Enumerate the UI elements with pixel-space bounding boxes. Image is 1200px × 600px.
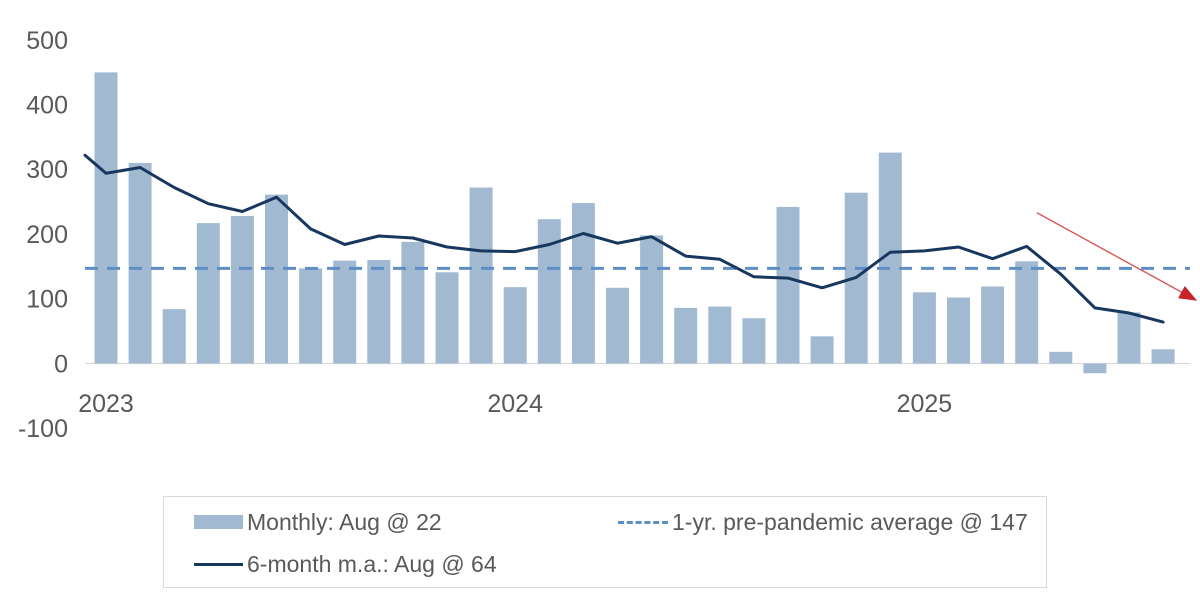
y-axis-tick-label: 0 — [54, 350, 68, 378]
bar — [571, 203, 595, 364]
bar-swatch-icon — [194, 515, 243, 529]
bar — [1151, 349, 1175, 364]
bar — [776, 206, 800, 364]
bar — [196, 223, 220, 364]
bar — [981, 286, 1005, 364]
bar — [401, 241, 425, 364]
bar — [128, 162, 152, 364]
bar — [742, 318, 766, 364]
y-axis-tick-label: 100 — [26, 286, 68, 314]
y-axis-tick-label: 300 — [26, 156, 68, 184]
bar — [640, 235, 664, 364]
x-axis-tick-label: 2023 — [78, 390, 134, 418]
bar — [878, 152, 902, 364]
x-axis-tick-label: 2024 — [487, 390, 543, 418]
legend-label-prepandemic: 1-yr. pre-pandemic average @ 147 — [672, 508, 1028, 535]
bar — [299, 268, 323, 364]
dashed-line-swatch-icon — [618, 520, 668, 524]
bar — [94, 72, 118, 364]
bar — [912, 292, 936, 364]
legend-item-monthly: Monthly: Aug @ 22 — [194, 508, 618, 535]
trend-arrow-shaft — [1036, 212, 1186, 295]
legend-item-ma: 6-month m.a.: Aug @ 64 — [194, 550, 618, 577]
bar — [674, 307, 698, 364]
bar — [367, 259, 391, 364]
ma-line — [83, 153, 1165, 324]
bar — [503, 287, 527, 364]
chart-plot: 500 400 300 200 100 0 -100 2023 2024 2025 — [18, 27, 1198, 443]
bar — [230, 215, 254, 364]
y-axis-tick-label: 400 — [26, 91, 68, 119]
legend-label-ma: 6-month m.a.: Aug @ 64 — [247, 550, 497, 577]
legend-label-monthly: Monthly: Aug @ 22 — [247, 508, 442, 535]
legend-item-prepandemic: 1-yr. pre-pandemic average @ 147 — [618, 508, 1046, 535]
bar — [1049, 351, 1073, 364]
bar — [1117, 312, 1141, 364]
line-swatch-icon — [194, 562, 243, 566]
bar — [435, 272, 459, 364]
bar — [333, 260, 357, 364]
bar — [265, 194, 288, 364]
bar — [947, 297, 970, 364]
x-axis-tick-label: 2025 — [897, 390, 953, 418]
y-axis-tick-label: 200 — [26, 221, 68, 249]
bar — [708, 306, 732, 364]
bar — [162, 309, 186, 364]
bar — [537, 219, 561, 364]
legend: Monthly: Aug @ 22 1-yr. pre-pandemic ave… — [163, 496, 1047, 588]
trend-arrow-head-icon — [1178, 285, 1198, 301]
bar — [1015, 261, 1039, 364]
bar — [810, 336, 834, 364]
bar — [1083, 363, 1107, 374]
y-axis-tick-label: 500 — [26, 27, 68, 55]
y-axis-tick-label: -100 — [18, 415, 68, 443]
bar — [469, 187, 493, 364]
bar — [606, 287, 629, 364]
